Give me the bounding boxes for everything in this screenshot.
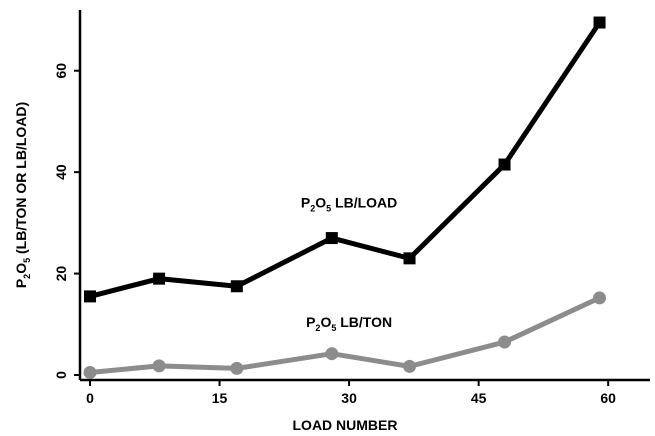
data-point bbox=[325, 232, 338, 245]
x-tick-label: 45 bbox=[471, 390, 487, 406]
series-line bbox=[89, 295, 601, 375]
y-axis-label-sub1: 2 bbox=[22, 274, 32, 279]
x-tick-label: 30 bbox=[341, 390, 357, 406]
series-label-sub2: 5 bbox=[331, 323, 336, 333]
y-axis-label-mid: O bbox=[13, 263, 29, 274]
y-axis-ticks: 0 20 40 60 bbox=[53, 63, 80, 379]
x-tick-label: 15 bbox=[212, 390, 228, 406]
series-label-mid: O bbox=[315, 195, 326, 211]
x-tick-label: 0 bbox=[86, 390, 94, 406]
data-point bbox=[230, 280, 243, 293]
data-point bbox=[153, 272, 166, 285]
y-axis-label-sub2: 5 bbox=[22, 258, 32, 263]
series-label-mid: O bbox=[320, 314, 331, 330]
data-point bbox=[498, 158, 511, 171]
data-point bbox=[152, 359, 166, 373]
series-label: P2O5 LB/TON bbox=[306, 314, 392, 333]
series-label-suffix: LB/LOAD bbox=[331, 195, 397, 211]
series-label-sub1: 2 bbox=[315, 323, 320, 333]
data-point bbox=[325, 347, 339, 361]
data-point bbox=[230, 361, 244, 375]
data-point bbox=[83, 365, 97, 379]
y-tick-label: 20 bbox=[53, 266, 69, 282]
series-label-prefix: P bbox=[306, 314, 315, 330]
y-axis-label-prefix: P bbox=[13, 279, 29, 288]
data-point bbox=[403, 359, 417, 373]
data-point bbox=[403, 252, 416, 265]
y-tick-label: 40 bbox=[53, 164, 69, 180]
series-label-prefix: P bbox=[301, 195, 310, 211]
x-axis-label: LOAD NUMBER bbox=[293, 417, 398, 433]
data-point bbox=[593, 16, 606, 29]
data-point bbox=[84, 290, 96, 303]
y-tick-label: 60 bbox=[53, 63, 69, 79]
x-axis-ticks: 0 15 30 45 60 bbox=[86, 380, 616, 406]
series-label-suffix: LB/TON bbox=[336, 314, 392, 330]
series-line bbox=[89, 21, 602, 299]
series-label-sub1: 2 bbox=[310, 204, 315, 214]
y-tick-label: 0 bbox=[53, 371, 69, 379]
x-tick-label: 60 bbox=[600, 390, 616, 406]
data-point bbox=[498, 335, 512, 349]
series-label: P2O5 LB/LOAD bbox=[301, 195, 397, 214]
y-axis-label: P2O5 (LB/TON OR LB/LOAD) bbox=[13, 102, 32, 288]
series-label-sub2: 5 bbox=[326, 204, 331, 214]
y-axis-label-suffix: (LB/TON OR LB/LOAD) bbox=[13, 102, 29, 258]
data-point bbox=[593, 291, 607, 305]
